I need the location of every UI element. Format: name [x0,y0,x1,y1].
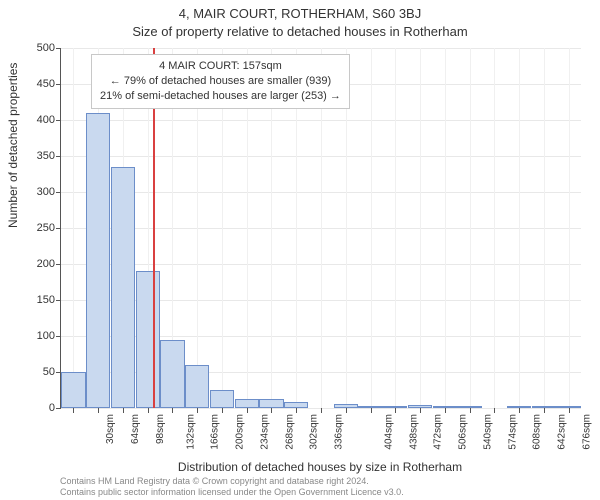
histogram-bar [457,406,481,408]
x-tick-label: 200sqm [235,414,246,450]
gridline-v [420,48,421,408]
x-tick-label: 234sqm [260,414,271,450]
y-tick-label: 300 [15,186,61,198]
histogram-bar [160,340,184,408]
x-tick-mark [544,408,545,413]
histogram-bar [507,406,531,408]
x-tick-mark [98,408,99,413]
annotation-box: 4 MAIR COURT: 157sqm← 79% of detached ho… [91,54,350,109]
histogram-bar [185,365,209,408]
x-tick-label: 132sqm [185,414,196,450]
gridline-v [445,48,446,408]
annotation-line2: ← 79% of detached houses are smaller (93… [100,74,341,89]
x-tick-mark [470,408,471,413]
gridline-v [73,48,74,408]
chart-title-line1: 4, MAIR COURT, ROTHERHAM, S60 3BJ [0,6,600,21]
x-tick-mark [148,408,149,413]
y-tick-label: 500 [15,42,61,54]
x-tick-mark [296,408,297,413]
gridline-v [494,48,495,408]
gridline-v [569,48,570,408]
x-tick-label: 268sqm [284,414,295,450]
x-tick-label: 404sqm [383,414,394,450]
x-tick-label: 438sqm [408,414,419,450]
x-tick-mark [569,408,570,413]
chart-title-line2: Size of property relative to detached ho… [0,24,600,39]
gridline-v [544,48,545,408]
x-tick-label: 302sqm [309,414,320,450]
x-tick-mark [247,408,248,413]
annotation-line1: 4 MAIR COURT: 157sqm [100,59,341,74]
histogram-bar [408,405,432,408]
histogram-bar [433,406,457,408]
y-tick-label: 100 [15,330,61,342]
x-tick-label: 30sqm [105,414,116,444]
footer-line2: Contains public sector information licen… [60,487,580,498]
annotation-line3: 21% of semi-detached houses are larger (… [100,89,341,104]
x-tick-mark [123,408,124,413]
histogram-bar [532,406,556,408]
x-tick-mark [321,408,322,413]
x-tick-mark [420,408,421,413]
x-tick-mark [73,408,74,413]
y-tick-label: 450 [15,78,61,90]
x-tick-mark [519,408,520,413]
x-tick-mark [395,408,396,413]
histogram-bar [61,372,85,408]
plot-area: 05010015020025030035040045050030sqm64sqm… [60,48,581,409]
x-tick-mark [197,408,198,413]
histogram-bar [210,390,234,408]
gridline-v [395,48,396,408]
x-tick-mark [371,408,372,413]
histogram-bar [383,406,407,408]
y-tick-label: 350 [15,150,61,162]
x-tick-mark [271,408,272,413]
histogram-bar [86,113,110,408]
x-tick-label: 574sqm [507,414,518,450]
histogram-bar [136,271,160,408]
x-axis-label: Distribution of detached houses by size … [60,460,580,474]
footer-attribution: Contains HM Land Registry data © Crown c… [60,476,580,498]
histogram-bar [334,404,358,408]
x-tick-label: 540sqm [482,414,493,450]
x-tick-label: 98sqm [155,414,166,444]
x-tick-label: 642sqm [557,414,568,450]
x-tick-mark [494,408,495,413]
x-tick-mark [346,408,347,413]
gridline-v [470,48,471,408]
y-tick-label: 150 [15,294,61,306]
x-tick-label: 608sqm [532,414,543,450]
x-tick-label: 336sqm [334,414,345,450]
y-tick-label: 400 [15,114,61,126]
x-tick-label: 506sqm [458,414,469,450]
y-tick-label: 250 [15,222,61,234]
x-tick-label: 64sqm [130,414,141,444]
footer-line1: Contains HM Land Registry data © Crown c… [60,476,580,487]
histogram-bar [235,399,259,408]
y-tick-label: 0 [15,402,61,414]
x-tick-label: 166sqm [210,414,221,450]
gridline-v [519,48,520,408]
chart-container: 4, MAIR COURT, ROTHERHAM, S60 3BJ Size o… [0,0,600,500]
histogram-bar [259,399,283,408]
gridline-v [371,48,372,408]
histogram-bar [556,406,580,408]
histogram-bar [111,167,135,408]
histogram-bar [358,406,382,408]
x-tick-mark [445,408,446,413]
histogram-bar [284,402,308,408]
x-tick-mark [172,408,173,413]
x-tick-label: 472sqm [433,414,444,450]
x-tick-label: 676sqm [581,414,592,450]
y-tick-label: 50 [15,366,61,378]
y-tick-label: 200 [15,258,61,270]
x-tick-mark [222,408,223,413]
